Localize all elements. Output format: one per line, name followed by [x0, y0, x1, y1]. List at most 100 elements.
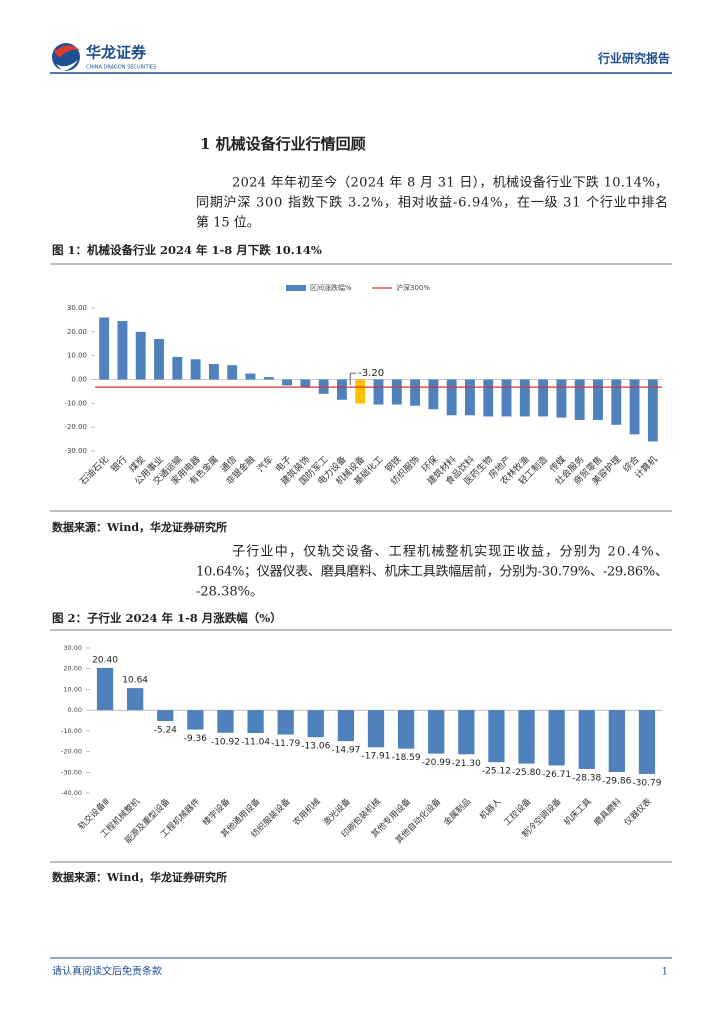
bar — [391, 379, 402, 405]
bar — [488, 710, 505, 763]
x-tick-label: 石油石化 — [77, 453, 111, 487]
y-tick-label: 0.00 — [71, 376, 87, 384]
bar — [465, 379, 475, 416]
bar — [410, 379, 421, 406]
brand: 华龙证券 — [86, 44, 147, 62]
data-label: 20.40 — [92, 655, 118, 665]
bar — [428, 379, 439, 410]
data-label: -17.91 — [361, 752, 390, 762]
footer-disclaimer: 请认真阅读文后免责条款 — [52, 965, 162, 978]
data-label: -20.99 — [422, 758, 451, 768]
bar — [247, 710, 264, 734]
y-tick-label: 30.00 — [63, 644, 82, 652]
bar — [608, 710, 625, 772]
legend-swatch — [286, 285, 306, 291]
bar — [245, 373, 256, 380]
bar — [373, 379, 384, 405]
data-label: -25.12 — [482, 767, 511, 777]
paragraph-line: 10.64%；仪器仪表、磨具磨料、机床工具跌幅居前，分别为-30.79%、-29… — [196, 564, 668, 580]
y-tick-label: 20.00 — [67, 328, 87, 336]
data-label: -18.59 — [392, 753, 421, 763]
y-tick-label: -20.00 — [64, 423, 87, 431]
x-tick-label: 金属制品 — [441, 796, 473, 828]
data-label: -9.36 — [184, 734, 208, 744]
bar — [367, 710, 385, 748]
data-label: -25.80 — [512, 768, 541, 778]
y-tick-label: 0.00 — [68, 706, 82, 714]
bar — [519, 379, 530, 417]
y-tick-label: -10.00 — [61, 727, 82, 735]
bar — [217, 710, 234, 733]
bar — [578, 710, 595, 769]
x-tick-label: 仪器仪表 — [622, 796, 654, 828]
bar — [518, 710, 535, 764]
bar — [397, 710, 415, 749]
y-tick-label: -30.00 — [61, 768, 82, 776]
bar — [263, 377, 274, 380]
page-number: 1 — [662, 967, 668, 978]
report-type: 行业研究报告 — [597, 51, 670, 66]
bar — [208, 364, 219, 380]
figure-caption: 图 2：子行业 2024 年 1-8 月涨跌幅（%） — [52, 611, 282, 625]
bar — [638, 710, 656, 774]
y-tick-label: 10.00 — [63, 685, 82, 693]
bar — [277, 710, 294, 735]
x-tick-label: 银行 — [108, 453, 129, 474]
bar — [458, 710, 475, 755]
annotation: -3.20 — [358, 368, 384, 379]
data-label: -14.97 — [331, 746, 360, 756]
bar — [548, 710, 565, 766]
y-tick-label: 20.00 — [63, 665, 82, 673]
bar — [647, 379, 658, 442]
bar — [190, 359, 201, 380]
paragraph-line: -28.38%。 — [196, 585, 263, 600]
y-tick-label: -30.00 — [64, 447, 87, 455]
data-label: -11.04 — [241, 738, 270, 748]
data-label: -28.38 — [572, 773, 601, 783]
data-label: -13.06 — [301, 742, 330, 752]
y-tick-label: -20.00 — [61, 748, 82, 756]
bar — [99, 317, 110, 380]
brand-en: CHINA DRAGON SECURITIES — [86, 65, 156, 71]
bar — [172, 356, 183, 380]
data-label: 10.64 — [122, 676, 148, 686]
bar — [574, 379, 585, 421]
bar — [355, 379, 366, 404]
data-label: -30.79 — [632, 778, 661, 788]
logo — [52, 43, 80, 71]
bar — [157, 710, 174, 721]
x-tick-label: 机器人 — [477, 796, 503, 822]
bar — [556, 379, 567, 418]
bar — [538, 379, 549, 417]
data-label: -29.86 — [602, 776, 631, 786]
bar — [307, 710, 324, 738]
bar — [337, 710, 355, 742]
data-label: -11.79 — [271, 739, 300, 749]
paragraph-line: 同期沪深 300 指数下跌 3.2%，相对收益-6.94%，在一级 31 个行业… — [196, 195, 668, 211]
bar — [446, 379, 457, 416]
x-tick-label: 汽车 — [254, 453, 275, 474]
data-label: -5.24 — [154, 725, 178, 735]
x-tick-label: 机床工具 — [562, 796, 594, 828]
bar — [282, 379, 292, 386]
bar — [483, 379, 494, 417]
x-tick-label: 农用机械 — [291, 796, 323, 828]
bar — [300, 379, 311, 387]
y-tick-label: -40.00 — [61, 789, 82, 797]
bar — [227, 365, 238, 380]
figure-source: 数据来源：Wind，华龙证券研究所 — [52, 520, 227, 534]
bar — [501, 379, 512, 417]
figure-caption: 图 1：机械设备行业 2024 年 1-8 月下跌 10.14% — [52, 243, 322, 257]
paragraph-line: 子行业中，仅轨交设备、工程机械整机实现正收益，分别为 20.4%、 — [232, 544, 668, 560]
bar — [135, 331, 146, 380]
bar — [127, 688, 144, 711]
y-tick-label: -10.00 — [64, 399, 87, 407]
bar — [336, 379, 347, 400]
data-label: -26.71 — [542, 770, 571, 780]
bar — [611, 379, 622, 425]
data-label: -21.30 — [452, 759, 481, 769]
bar — [117, 321, 128, 380]
paragraph-line: 2024 年年初至今（2024 年 8 月 31 日），机械设备行业下跌 10.… — [232, 175, 668, 191]
y-tick-label: 10.00 — [67, 352, 87, 360]
